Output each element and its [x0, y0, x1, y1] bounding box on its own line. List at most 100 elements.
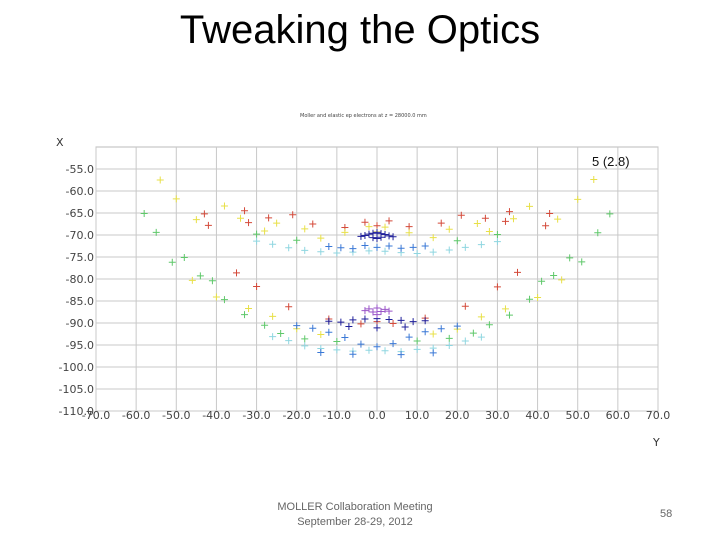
data-point: [554, 215, 562, 223]
data-point: [385, 232, 393, 240]
data-point: [361, 231, 369, 239]
data-point: [509, 215, 517, 223]
data-point: [357, 340, 365, 348]
data-point: [409, 243, 417, 251]
data-point: [493, 231, 501, 239]
footer-line-2: September 28-29, 2012: [297, 516, 413, 528]
data-point: [558, 276, 566, 284]
data-point: [361, 218, 369, 226]
data-point: [309, 324, 317, 332]
data-point: [261, 227, 269, 235]
data-point: [429, 330, 437, 338]
data-point: [156, 176, 164, 184]
y-axis-label: X: [56, 136, 64, 149]
data-point: [369, 308, 377, 316]
data-point: [501, 305, 509, 313]
data-point: [413, 337, 421, 345]
data-point: [365, 223, 373, 231]
data-point: [188, 276, 196, 284]
x-tick-label: -60.0: [122, 409, 150, 422]
data-point: [200, 210, 208, 218]
data-point: [493, 283, 501, 291]
data-point: [293, 236, 301, 244]
data-point: [453, 322, 461, 330]
data-point: [325, 242, 333, 250]
data-point: [542, 222, 550, 230]
y-tick-label: -55.0: [66, 163, 94, 176]
data-point: [373, 228, 381, 236]
data-point: [357, 232, 365, 240]
data-point: [361, 315, 369, 323]
data-point: [389, 340, 397, 348]
data-point: [397, 351, 405, 359]
data-point: [233, 269, 240, 277]
y-tick-label: -65.0: [66, 207, 94, 220]
y-tick-label: -105.0: [59, 383, 94, 396]
data-point: [526, 295, 534, 303]
x-tick-label: -40.0: [202, 409, 230, 422]
data-point: [341, 334, 349, 342]
data-point: [241, 311, 249, 319]
data-point: [180, 253, 188, 261]
data-point: [277, 330, 285, 338]
y-tick-label: -85.0: [66, 295, 94, 308]
data-point: [365, 230, 373, 238]
data-point: [373, 235, 381, 243]
data-point: [429, 234, 437, 242]
data-point: [445, 341, 453, 349]
data-point: [505, 311, 513, 319]
x-tick-label: -10.0: [323, 409, 351, 422]
data-point: [485, 227, 493, 235]
data-point: [526, 202, 534, 210]
data-point: [377, 308, 385, 316]
data-point: [253, 230, 261, 238]
data-point: [349, 316, 357, 324]
data-point: [566, 254, 574, 262]
data-point: [349, 245, 357, 253]
data-point: [578, 258, 586, 266]
data-point: [220, 202, 228, 210]
data-point: [317, 330, 325, 338]
data-point: [405, 223, 413, 231]
plot-title: Moller and elastic ep electrons at z = 2…: [300, 113, 427, 119]
data-point: [301, 225, 309, 233]
data-point: [285, 303, 293, 311]
data-point: [273, 219, 281, 227]
data-point: [168, 258, 176, 266]
data-point: [481, 214, 489, 222]
data-point: [385, 242, 393, 250]
data-point: [501, 217, 509, 225]
data-point: [381, 305, 389, 313]
data-point: [538, 277, 546, 285]
data-point: [437, 325, 445, 333]
data-point: [389, 233, 397, 241]
data-point: [361, 242, 369, 250]
data-point: [220, 296, 228, 304]
x-tick-label: 60.0: [606, 409, 631, 422]
slide-title: Tweaking the Optics: [179, 8, 541, 52]
y-tick-label: -90.0: [66, 317, 94, 330]
x-tick-label: 20.0: [445, 409, 470, 422]
x-tick-label: -50.0: [162, 409, 190, 422]
x-tick-label: -20.0: [282, 409, 310, 422]
data-point: [421, 242, 429, 250]
data-point: [361, 307, 369, 315]
data-point: [365, 305, 373, 313]
x-tick-label: 0.0: [368, 409, 386, 422]
x-tick-label: 10.0: [405, 409, 430, 422]
data-point: [461, 302, 469, 310]
data-point: [237, 214, 245, 222]
x-tick-label: -30.0: [242, 409, 270, 422]
data-point: [514, 268, 521, 276]
data-point: [385, 307, 393, 315]
data-point: [140, 209, 148, 217]
data-point: [269, 312, 277, 320]
data-point: [212, 293, 220, 301]
data-point: [196, 272, 204, 280]
data-point: [590, 176, 598, 184]
data-point: [301, 335, 309, 343]
y-tick-label: -60.0: [66, 185, 94, 198]
data-point: [365, 346, 373, 354]
plot-annotation: 5 (2.8): [592, 154, 630, 169]
